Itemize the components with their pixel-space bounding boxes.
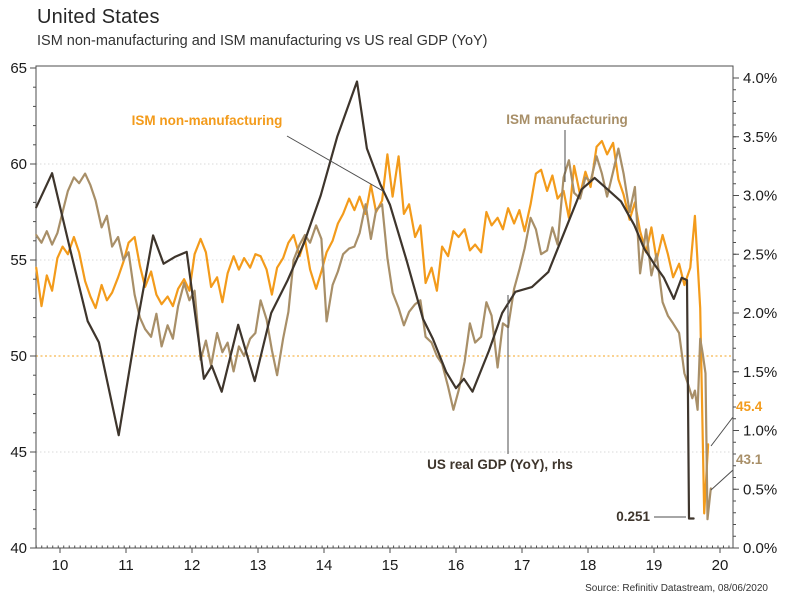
x-axis-tick-label: 10 xyxy=(52,557,69,574)
series-line-us-real-gdp-yoy-rhs xyxy=(35,80,695,520)
x-axis-tick-label: 14 xyxy=(316,557,333,574)
right-axis-tick-label: 2.0% xyxy=(743,305,777,322)
chart-subtitle: ISM non-manufacturing and ISM manufactur… xyxy=(37,33,488,49)
left-axis-tick-label: 65 xyxy=(10,60,27,77)
x-axis-tick-label: 17 xyxy=(514,557,531,574)
series-label: US real GDP (YoY), rhs xyxy=(427,457,573,472)
right-axis-tick-label: 2.5% xyxy=(743,246,777,263)
value-label: 0.251 xyxy=(616,509,650,524)
x-axis-tick-label: 20 xyxy=(712,557,729,574)
page-title: United States xyxy=(37,6,160,28)
series-line-ism-manufacturing xyxy=(35,147,712,521)
right-axis-tick-label: 1.0% xyxy=(743,423,777,440)
left-axis-tick-label: 40 xyxy=(10,540,27,557)
callout-line xyxy=(286,135,384,192)
right-axis-tick-label: 0.0% xyxy=(743,540,777,557)
callout-line xyxy=(710,469,734,491)
x-axis-tick-label: 11 xyxy=(118,557,134,574)
series-label: ISM manufacturing xyxy=(506,112,628,127)
right-axis-tick-label: 3.0% xyxy=(743,188,777,205)
x-axis-tick-label: 12 xyxy=(184,557,201,574)
x-axis-tick-label: 13 xyxy=(250,557,267,574)
right-axis-tick-label: 3.5% xyxy=(743,129,777,146)
right-axis-tick-label: 1.5% xyxy=(743,364,777,381)
value-label: 45.4 xyxy=(736,399,763,414)
plot-border xyxy=(35,65,734,549)
left-axis-tick-label: 55 xyxy=(10,252,27,269)
x-axis-tick-label: 18 xyxy=(580,557,597,574)
left-axis-tick-label: 60 xyxy=(10,156,27,173)
source-note: Source: Refinitiv Datastream, 08/06/2020 xyxy=(585,583,768,594)
left-axis-tick-label: 45 xyxy=(10,444,27,461)
value-label: 43.1 xyxy=(736,452,763,467)
series-label: ISM non-manufacturing xyxy=(132,113,283,128)
x-axis-tick-label: 16 xyxy=(448,557,465,574)
left-axis-tick-label: 50 xyxy=(10,348,27,365)
x-axis-tick-label: 15 xyxy=(382,557,399,574)
series-line-ism-non-manufacturing xyxy=(35,139,710,515)
x-axis-tick-label: 19 xyxy=(646,557,663,574)
right-axis-tick-label: 0.5% xyxy=(743,481,777,498)
callout-line xyxy=(710,416,734,447)
right-axis-tick-label: 4.0% xyxy=(743,70,777,87)
